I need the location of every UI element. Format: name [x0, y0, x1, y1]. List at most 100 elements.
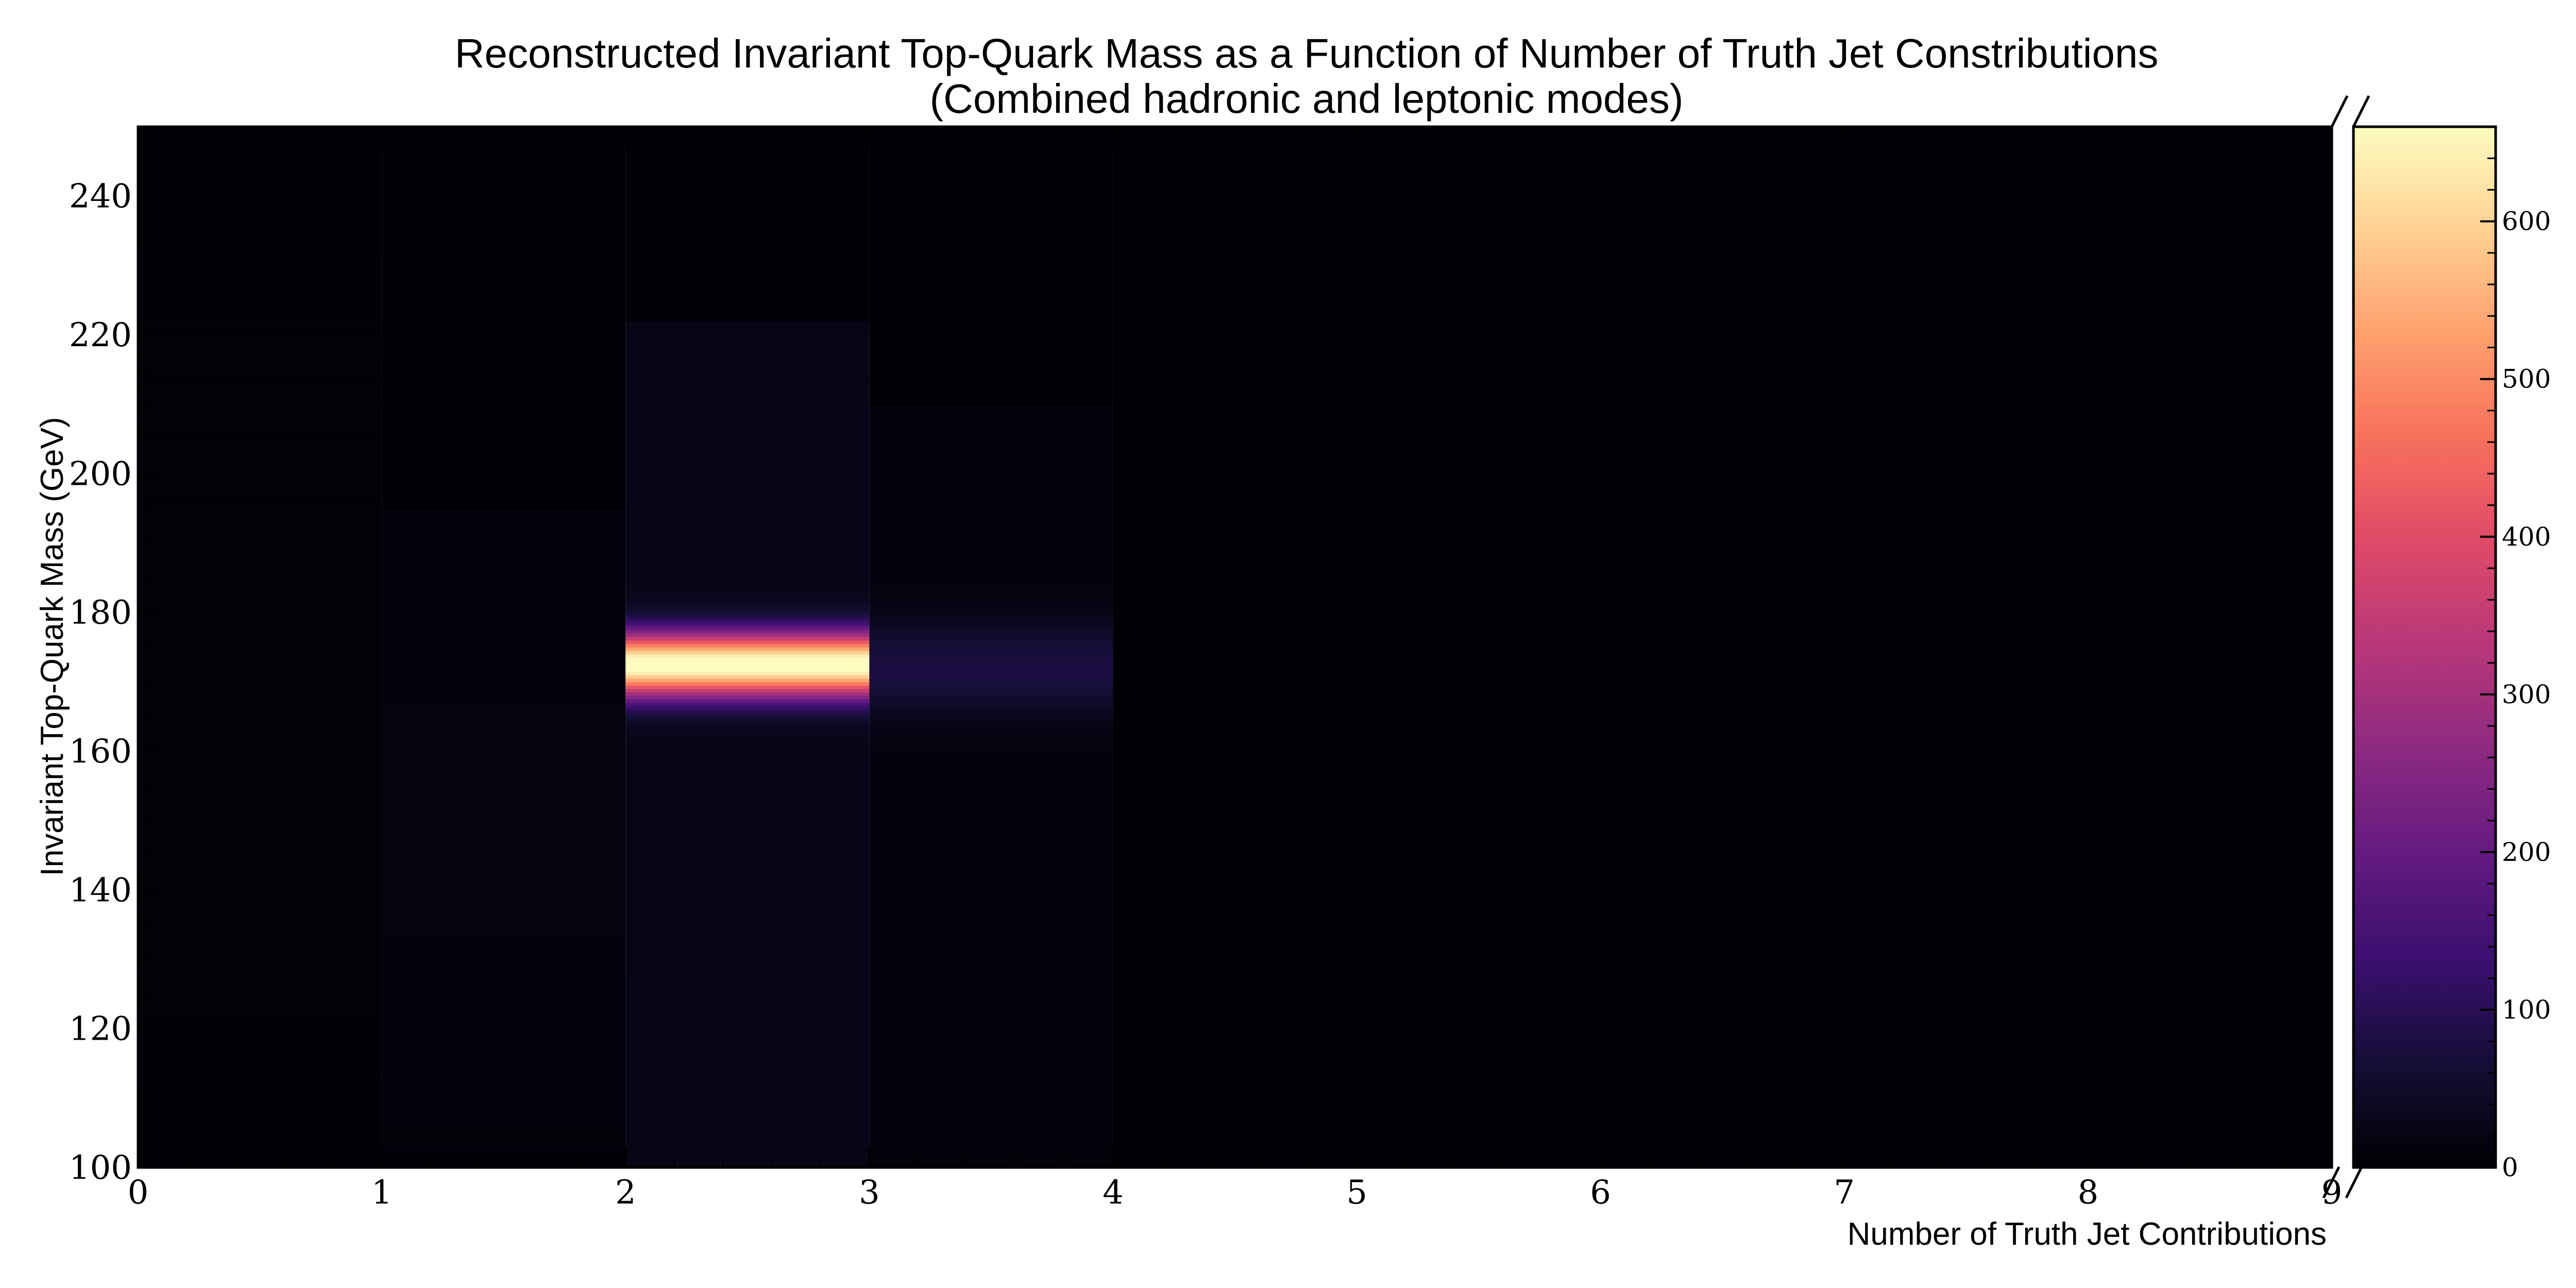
heatmap-cell [382, 262, 626, 266]
heatmap-cell [1113, 748, 2332, 752]
heatmap-cell [869, 290, 1113, 294]
heatmap-cell [138, 910, 382, 915]
heatmap-cell [625, 227, 870, 231]
heatmap-cell [869, 234, 1113, 239]
heatmap-cell [382, 463, 626, 467]
heatmap-cell [382, 151, 626, 155]
heatmap-cell [869, 796, 1113, 800]
heatmap-cell [869, 529, 1113, 533]
heatmap-cell [1113, 421, 2332, 426]
heatmap-cell [1113, 574, 2332, 578]
heatmap-cell [625, 425, 870, 429]
heatmap-cell [869, 133, 1113, 138]
heatmap-cell [1113, 328, 2332, 332]
heatmap-cell [625, 1160, 870, 1164]
heatmap-cell [138, 369, 382, 374]
heatmap-cell [138, 428, 382, 433]
heatmap-cell [869, 800, 1113, 804]
heatmap-cell [625, 536, 870, 540]
heatmap-cell [869, 744, 1113, 748]
heatmap-cell [869, 633, 1113, 637]
heatmap-cell [1113, 536, 2332, 540]
heatmap-cell [138, 602, 382, 606]
heatmap-cell [1113, 564, 2332, 568]
heatmap-cell [1113, 324, 2332, 329]
heatmap-cell [138, 376, 382, 381]
heatmap-cell [1113, 265, 2332, 269]
heatmap-cell [1113, 622, 2332, 627]
heatmap-cell [869, 970, 1113, 974]
heatmap-cell [625, 1157, 870, 1161]
heatmap-cell [869, 879, 1113, 884]
heatmap-cell [382, 560, 626, 564]
heatmap-cell [382, 973, 626, 977]
heatmap-cell [138, 1011, 382, 1015]
heatmap-cell [869, 1022, 1113, 1026]
heatmap-cell [625, 439, 870, 443]
heatmap-cell [382, 390, 626, 395]
heatmap-cell [382, 248, 626, 252]
heatmap-cell [382, 439, 626, 443]
heatmap-cell [1113, 688, 2332, 693]
y-tick-label: 100 [69, 1149, 132, 1187]
heatmap-cell [869, 997, 1113, 1002]
heatmap-cell [1113, 435, 2332, 439]
heatmap-cell [382, 914, 626, 918]
heatmap-cell [382, 1001, 626, 1005]
heatmap-cell [1113, 876, 2332, 880]
heatmap-cell [382, 1018, 626, 1022]
heatmap-cell [1113, 210, 2332, 214]
heatmap-cell [138, 165, 382, 169]
heatmap-cell [625, 460, 870, 464]
heatmap-cell [382, 411, 626, 415]
heatmap-cell [1113, 751, 2332, 755]
heatmap-cell [1113, 1129, 2332, 1133]
heatmap-cell [1113, 952, 2332, 956]
heatmap-cell [138, 921, 382, 925]
heatmap-cell [382, 192, 626, 197]
heatmap-cell [382, 1056, 626, 1060]
heatmap-cell [138, 682, 382, 686]
heatmap-cell [382, 716, 626, 720]
heatmap-cell [869, 161, 1113, 165]
heatmap-cell [138, 827, 382, 832]
heatmap-cell [1113, 1080, 2332, 1084]
heatmap-cell [869, 678, 1113, 682]
heatmap-cell [625, 1060, 870, 1064]
heatmap-cell [138, 470, 382, 474]
heatmap-cell [625, 643, 870, 648]
heatmap-cell [869, 484, 1113, 488]
heatmap-cell [382, 452, 626, 457]
heatmap-cell [869, 300, 1113, 304]
heatmap-cell [625, 713, 870, 717]
heatmap-cell [869, 834, 1113, 838]
heatmap-cell [138, 1136, 382, 1140]
heatmap-cell [382, 473, 626, 478]
heatmap-cell [138, 1150, 382, 1154]
heatmap-cell [382, 1070, 626, 1074]
heatmap-cell [625, 858, 870, 863]
heatmap-cell [138, 890, 382, 894]
heatmap-cell [625, 723, 870, 727]
heatmap-cell [869, 154, 1113, 159]
heatmap-cell [382, 460, 626, 464]
heatmap-cell [382, 754, 626, 759]
heatmap-cell [869, 217, 1113, 221]
heatmap-cell [382, 241, 626, 245]
heatmap-cell [625, 702, 870, 707]
heatmap-cell [625, 185, 870, 190]
heatmap-cell [138, 907, 382, 911]
heatmap-cell [1113, 1154, 2332, 1158]
heatmap-cell [138, 814, 382, 818]
heatmap-cell [869, 251, 1113, 256]
heatmap-cell [382, 355, 626, 360]
heatmap-cell [869, 293, 1113, 297]
heatmap-cell [138, 1001, 382, 1005]
heatmap-cell [1113, 456, 2332, 460]
heatmap-cell [869, 782, 1113, 786]
heatmap-cell [138, 255, 382, 259]
heatmap-cell [625, 1042, 870, 1046]
heatmap-cell [1113, 713, 2332, 717]
heatmap-cell [382, 1150, 626, 1154]
